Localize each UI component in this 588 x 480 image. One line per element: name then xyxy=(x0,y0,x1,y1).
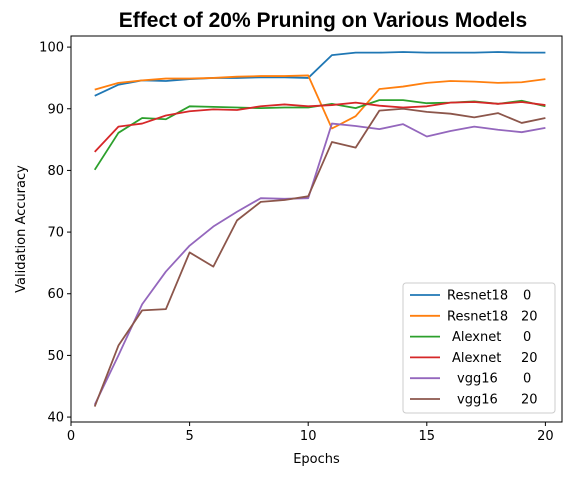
series-line-resnet18-20 xyxy=(94,74,546,130)
legend-box xyxy=(402,282,556,414)
legend-series-name: Alexnet xyxy=(452,351,501,366)
x-tick-label: 15 xyxy=(419,429,436,444)
legend-series-name: Alexnet xyxy=(452,330,501,345)
x-axis: 0 5 10 15 20 xyxy=(67,422,554,444)
legend-series-percent: 20 xyxy=(521,351,538,366)
x-tick-label: 20 xyxy=(537,429,554,444)
y-axis-label: Validation Accuracy xyxy=(14,165,29,293)
series-line-alexnet-20 xyxy=(94,101,546,153)
legend-series-name: Resnet18 xyxy=(447,289,508,304)
series-line-resnet18-0 xyxy=(94,51,546,97)
legend-series-percent: 0 xyxy=(523,372,531,387)
series-lines xyxy=(93,51,546,407)
y-tick-label: 50 xyxy=(47,349,64,364)
legend-series-name: vgg16 xyxy=(457,372,498,387)
y-tick-label: 80 xyxy=(47,164,64,179)
y-tick-label: 40 xyxy=(47,411,64,426)
y-axis: 40 50 60 70 80 90 100 xyxy=(39,41,71,426)
legend-series-percent: 0 xyxy=(523,289,531,304)
series-line-vgg16-0 xyxy=(93,122,546,406)
legend: Resnet18 0 Resnet18 20 Alexnet 0 Alexnet 20 vgg1… xyxy=(402,282,556,414)
plot-area-frame xyxy=(70,35,563,423)
y-tick-label: 100 xyxy=(39,41,64,56)
x-axis-label: Epochs xyxy=(293,452,340,467)
legend-series-name: vgg16 xyxy=(457,393,498,408)
legend-series-name: Resnet18 xyxy=(447,309,508,324)
x-tick-label: 10 xyxy=(300,429,317,444)
y-tick-label: 90 xyxy=(47,102,64,117)
x-tick-label: 5 xyxy=(185,429,193,444)
legend-series-percent: 20 xyxy=(521,309,538,324)
chart-title: Effect of 20% Pruning on Various Models xyxy=(119,9,527,32)
series-line-vgg16-20 xyxy=(93,107,546,407)
legend-series-percent: 0 xyxy=(523,330,531,345)
legend-series-percent: 20 xyxy=(521,393,538,408)
y-tick-label: 60 xyxy=(47,287,64,302)
y-tick-label: 70 xyxy=(47,226,64,241)
x-tick-label: 0 xyxy=(67,429,75,444)
